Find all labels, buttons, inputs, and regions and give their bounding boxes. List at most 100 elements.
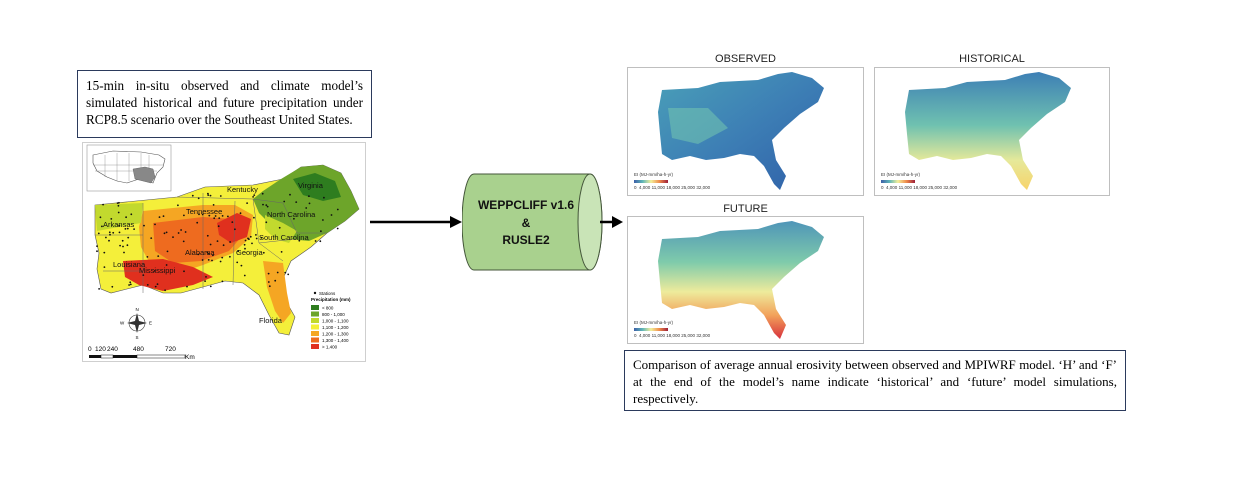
station-dot: [196, 221, 199, 224]
station-dot: [298, 239, 301, 242]
model-label-line3: RUSLE2: [502, 233, 550, 247]
stations-label: Stations: [319, 291, 336, 296]
precipitation-map-figure: Stations Precipitation (mm) < 800 800 - 1…: [82, 142, 366, 362]
model-label-line1: WEPPCLIFF v1.6: [477, 198, 575, 212]
station-dot: [278, 226, 281, 229]
station-dot: [121, 239, 124, 242]
scale-label-480: 480: [133, 346, 144, 353]
station-dot: [130, 213, 133, 216]
station-dot: [221, 256, 224, 259]
scale-label-240: 240: [107, 346, 118, 353]
station-dot: [231, 221, 234, 223]
future-legend-unit: EI (MJ-mm/ha-h-yr): [634, 320, 673, 325]
station-dot: [201, 259, 204, 261]
station-dot: [180, 229, 182, 231]
station-dot: [295, 201, 298, 203]
station-dot: [308, 195, 310, 198]
station-dot: [183, 270, 185, 273]
station-dot: [111, 285, 114, 288]
scale-label-0: 0: [88, 346, 92, 353]
state-label-mississippi: Mississippi: [139, 266, 176, 275]
station-dot: [268, 285, 271, 288]
state-label-louisiana: Louisiana: [113, 260, 146, 269]
observed-panel: EI (MJ-mm/ha-h-yr) 0 4,000 11,000 18,000…: [627, 67, 864, 196]
station-points: [96, 192, 339, 292]
station-dot: [156, 283, 159, 285]
model-label-line2: &: [521, 216, 531, 230]
scale-label-720: 720: [165, 346, 176, 353]
station-dot: [219, 260, 222, 263]
station-dot: [265, 204, 268, 206]
station-dot: [206, 251, 209, 254]
station-dot: [262, 203, 264, 206]
station-dot: [283, 200, 286, 203]
station-dot: [260, 236, 263, 239]
station-dot: [221, 280, 224, 283]
historical-title: HISTORICAL: [959, 53, 1025, 65]
station-dot: [336, 208, 339, 211]
station-dot: [246, 202, 249, 204]
station-dot: [253, 216, 255, 219]
legend-swatch: [311, 305, 319, 310]
station-dot: [229, 255, 231, 258]
station-dot: [154, 285, 157, 288]
station-dot: [204, 280, 206, 282]
observed-map: [634, 72, 824, 190]
station-dot: [280, 251, 283, 253]
station-dot: [209, 243, 212, 246]
state-label-florida: Florida: [259, 316, 283, 325]
model-cylinder: WEPPCLIFF v1.6 & RUSLE2: [461, 172, 604, 272]
station-dot: [112, 231, 115, 234]
station-dot: [221, 215, 224, 217]
legend-swatch: [311, 344, 319, 349]
state-label-south-carolina: South Carolina: [259, 233, 309, 242]
station-dot: [205, 276, 207, 278]
station-dot: [117, 211, 120, 214]
station-dot: [166, 250, 169, 253]
station-dot: [236, 261, 239, 264]
station-dot: [105, 236, 107, 239]
legend-class-label: 1,300 - 1,400: [322, 338, 349, 343]
station-dot: [186, 285, 188, 288]
station-dot: [118, 224, 121, 227]
left-description-text: 15-min in-situ observed and climate mode…: [86, 78, 363, 127]
station-dot: [207, 194, 210, 196]
station-dot: [133, 228, 135, 230]
station-dot: [237, 250, 240, 253]
legend-class-label: 800 - 1,000: [322, 312, 345, 317]
station-dot: [172, 236, 174, 238]
station-dot: [123, 251, 125, 254]
station-dot: [234, 228, 236, 231]
legend-swatch: [311, 311, 319, 317]
station-dot: [146, 256, 149, 258]
compass-e: E: [149, 321, 152, 326]
station-dot: [207, 253, 210, 255]
station-dot: [213, 217, 216, 220]
station-dot: [157, 255, 160, 257]
state-label-georgia: Georgia: [236, 248, 264, 257]
station-dot: [239, 212, 242, 215]
station-dot: [158, 216, 161, 218]
future-panel: EI (MJ-mm/ha-h-yr) 0 4,000 11,000 18,000…: [627, 216, 864, 344]
station-dot: [201, 213, 204, 216]
compass-s: S: [136, 335, 139, 340]
station-dot: [165, 231, 168, 234]
station-dot: [267, 281, 270, 283]
station-dot: [122, 245, 124, 248]
station-dot: [249, 235, 252, 238]
observed-legend-unit: EI (MJ-mm/ha-h-yr): [634, 172, 673, 177]
future-title: FUTURE: [723, 203, 768, 215]
southeast-precip-map: [94, 164, 360, 336]
station-dot: [182, 240, 185, 243]
station-dot: [255, 237, 258, 240]
station-dot: [212, 204, 215, 206]
station-dot: [211, 259, 213, 262]
historical-legend-ticks: 0 4,000 11,000 18,000 25,000 32,000: [881, 185, 958, 190]
station-dot: [267, 272, 270, 275]
future-legend-ticks: 0 4,000 11,000 18,000 25,000 32,000: [634, 333, 711, 338]
station-dot: [218, 217, 221, 219]
station-dot: [101, 225, 103, 228]
right-description-text: Comparison of average annual erosivity b…: [633, 357, 1117, 406]
scale-unit: Km: [185, 354, 195, 361]
station-dot: [222, 244, 225, 247]
